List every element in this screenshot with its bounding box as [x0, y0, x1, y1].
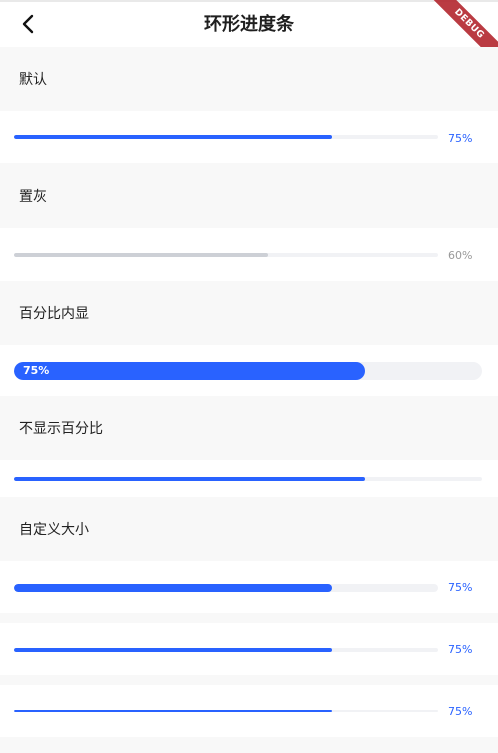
progress-percent-label: 75% — [448, 705, 473, 718]
section-title-hidden: 不显示百分比 — [0, 396, 498, 460]
progress-bar-default — [14, 135, 438, 139]
progress-bar-no-label — [14, 477, 482, 481]
progress-fill — [14, 710, 332, 712]
progress-fill: 75% — [14, 362, 365, 380]
progress-percent-label: 75% — [448, 132, 473, 145]
progress-bar-gray — [14, 253, 438, 257]
divider — [0, 675, 498, 685]
section-title-text: 置灰 — [19, 189, 47, 205]
section-title-text: 自定义大小 — [19, 522, 89, 538]
progress-bar-custom-small — [14, 710, 438, 712]
progress-fill — [14, 253, 269, 257]
progress-percent-label: 60% — [448, 249, 473, 262]
divider — [0, 163, 498, 164]
progress-bar-custom-medium — [14, 648, 438, 652]
section-title-text: 默认 — [19, 72, 47, 88]
back-arrow-icon[interactable] — [18, 13, 40, 35]
app-bar: 环形进度条 — [0, 2, 498, 47]
progress-fill — [14, 584, 332, 592]
progress-percent-label: 75% — [23, 364, 50, 377]
section-title-text: 不显示百分比 — [19, 421, 103, 437]
section-title-gray: 置灰 — [0, 164, 498, 228]
progress-fill — [14, 477, 365, 481]
section-title-default: 默认 — [0, 47, 498, 111]
page-title: 环形进度条 — [204, 14, 294, 35]
divider — [0, 613, 498, 623]
progress-fill — [14, 135, 332, 139]
progress-bar-custom-large — [14, 584, 438, 592]
progress-percent-label: 75% — [448, 643, 473, 656]
divider — [0, 737, 498, 753]
progress-percent-label: 75% — [448, 581, 473, 594]
section-title-custom: 自定义大小 — [0, 497, 498, 561]
section-title-inner: 百分比内显 — [0, 281, 498, 345]
top-border — [0, 0, 498, 2]
section-title-text: 百分比内显 — [19, 306, 89, 322]
progress-bar-inner-label: 75% — [14, 362, 482, 380]
progress-fill — [14, 648, 332, 652]
